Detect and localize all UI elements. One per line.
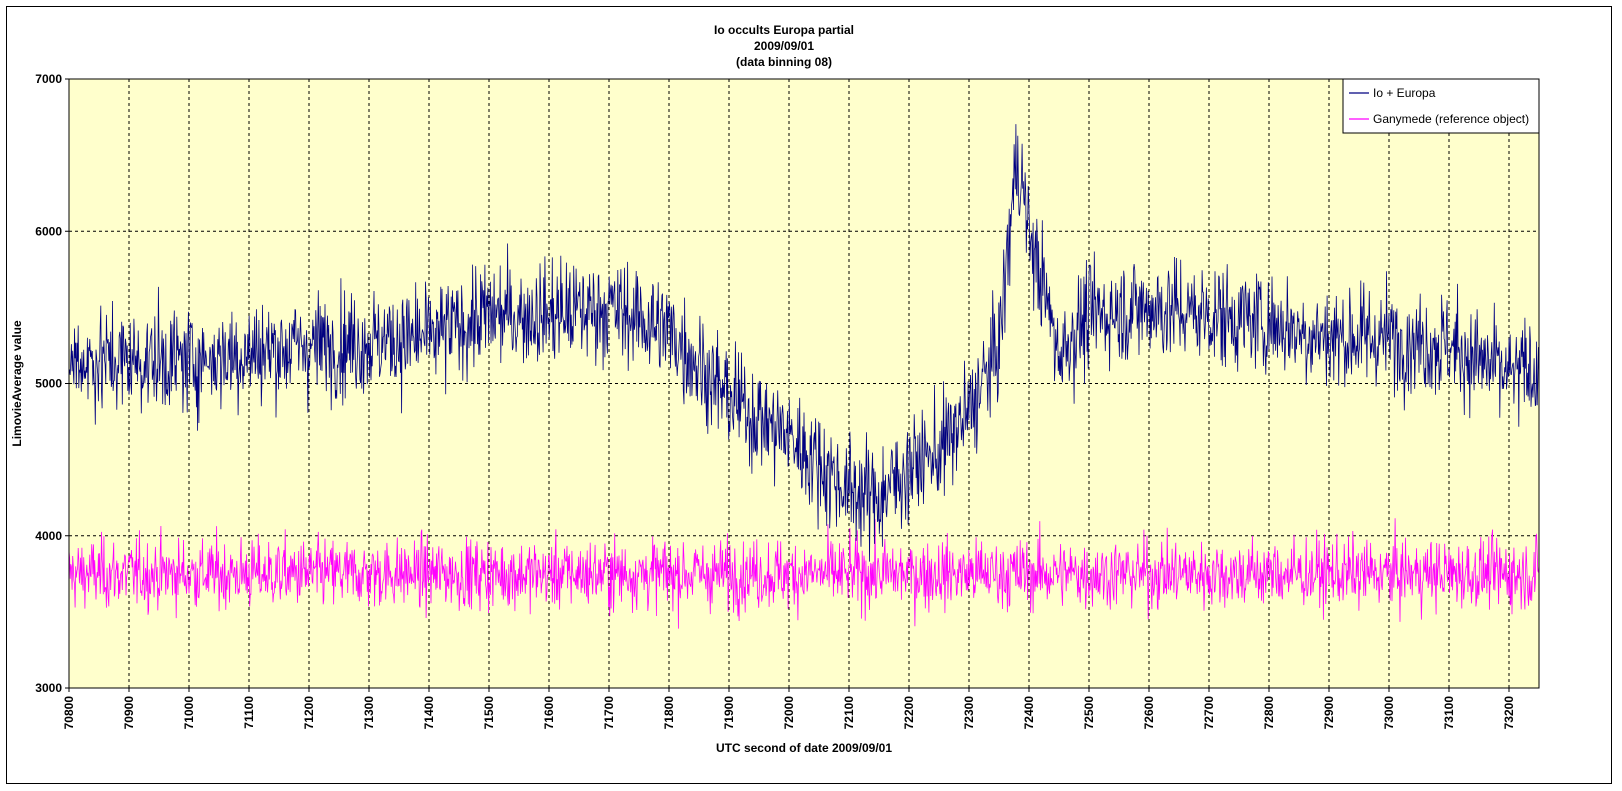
y-axis-label: LimovieAverage value	[10, 320, 24, 447]
y-tick-label: 4000	[35, 529, 62, 543]
x-tick-label: 72900	[1322, 696, 1336, 730]
x-tick-label: 70900	[122, 696, 136, 730]
y-tick-label: 7000	[35, 72, 62, 86]
x-tick-label: 71700	[602, 696, 616, 730]
chart-frame: Io occults Europa partial 2009/09/01 (da…	[6, 6, 1612, 784]
x-tick-label: 73100	[1442, 696, 1456, 730]
x-tick-label: 71000	[182, 696, 196, 730]
x-tick-label: 71100	[242, 696, 256, 729]
x-tick-label: 72800	[1262, 696, 1276, 730]
x-tick-label: 71500	[482, 696, 496, 730]
legend-box	[1342, 78, 1540, 134]
x-tick-label: 71200	[302, 696, 316, 730]
chart-title-line-1: Io occults Europa partial	[714, 23, 854, 37]
x-tick-label: 71300	[362, 696, 376, 730]
chart-title-line-3: (data binning 08)	[736, 55, 832, 69]
x-tick-label: 71900	[722, 696, 736, 730]
series-line	[68, 518, 1540, 629]
x-tick-label: 72200	[902, 696, 916, 730]
legend-label: Io + Europa	[1373, 86, 1436, 100]
y-axis-ticks: 3000 4000 5000 6000 7000	[35, 72, 69, 695]
x-tick-label: 72400	[1022, 696, 1036, 730]
y-tick-label: 5000	[35, 377, 62, 391]
series-line	[68, 124, 1540, 562]
chart-svg: Io occults Europa partial 2009/09/01 (da…	[10, 23, 1540, 755]
x-tick-label: 72600	[1142, 696, 1156, 730]
legend-label: Ganymede (reference object)	[1373, 112, 1529, 126]
legend: Io + Europa Ganymede (reference object)	[1342, 78, 1540, 134]
x-tick-label: 72500	[1082, 696, 1096, 730]
y-tick-label: 3000	[35, 681, 62, 695]
x-tick-label: 72300	[962, 696, 976, 730]
x-tick-label: 71600	[542, 696, 556, 730]
x-tick-label: 72700	[1202, 696, 1216, 730]
x-tick-label: 71400	[422, 696, 436, 730]
x-axis-ticks: 70800 70900 71000 71100 71200 71300 71400 71500…	[62, 688, 1516, 729]
chart-title-line-2: 2009/09/01	[754, 39, 814, 53]
x-tick-label: 73000	[1382, 696, 1396, 730]
x-tick-label: 73200	[1502, 696, 1516, 730]
series-layer	[68, 124, 1540, 629]
x-axis-label: UTC second of date 2009/09/01	[716, 741, 892, 755]
chart-title: Io occults Europa partial 2009/09/01 (da…	[714, 23, 854, 69]
x-tick-label: 70800	[62, 696, 76, 730]
x-tick-label: 72100	[842, 696, 856, 730]
y-tick-label: 6000	[35, 224, 62, 238]
x-tick-label: 72000	[782, 696, 796, 730]
x-tick-label: 71800	[662, 696, 676, 730]
